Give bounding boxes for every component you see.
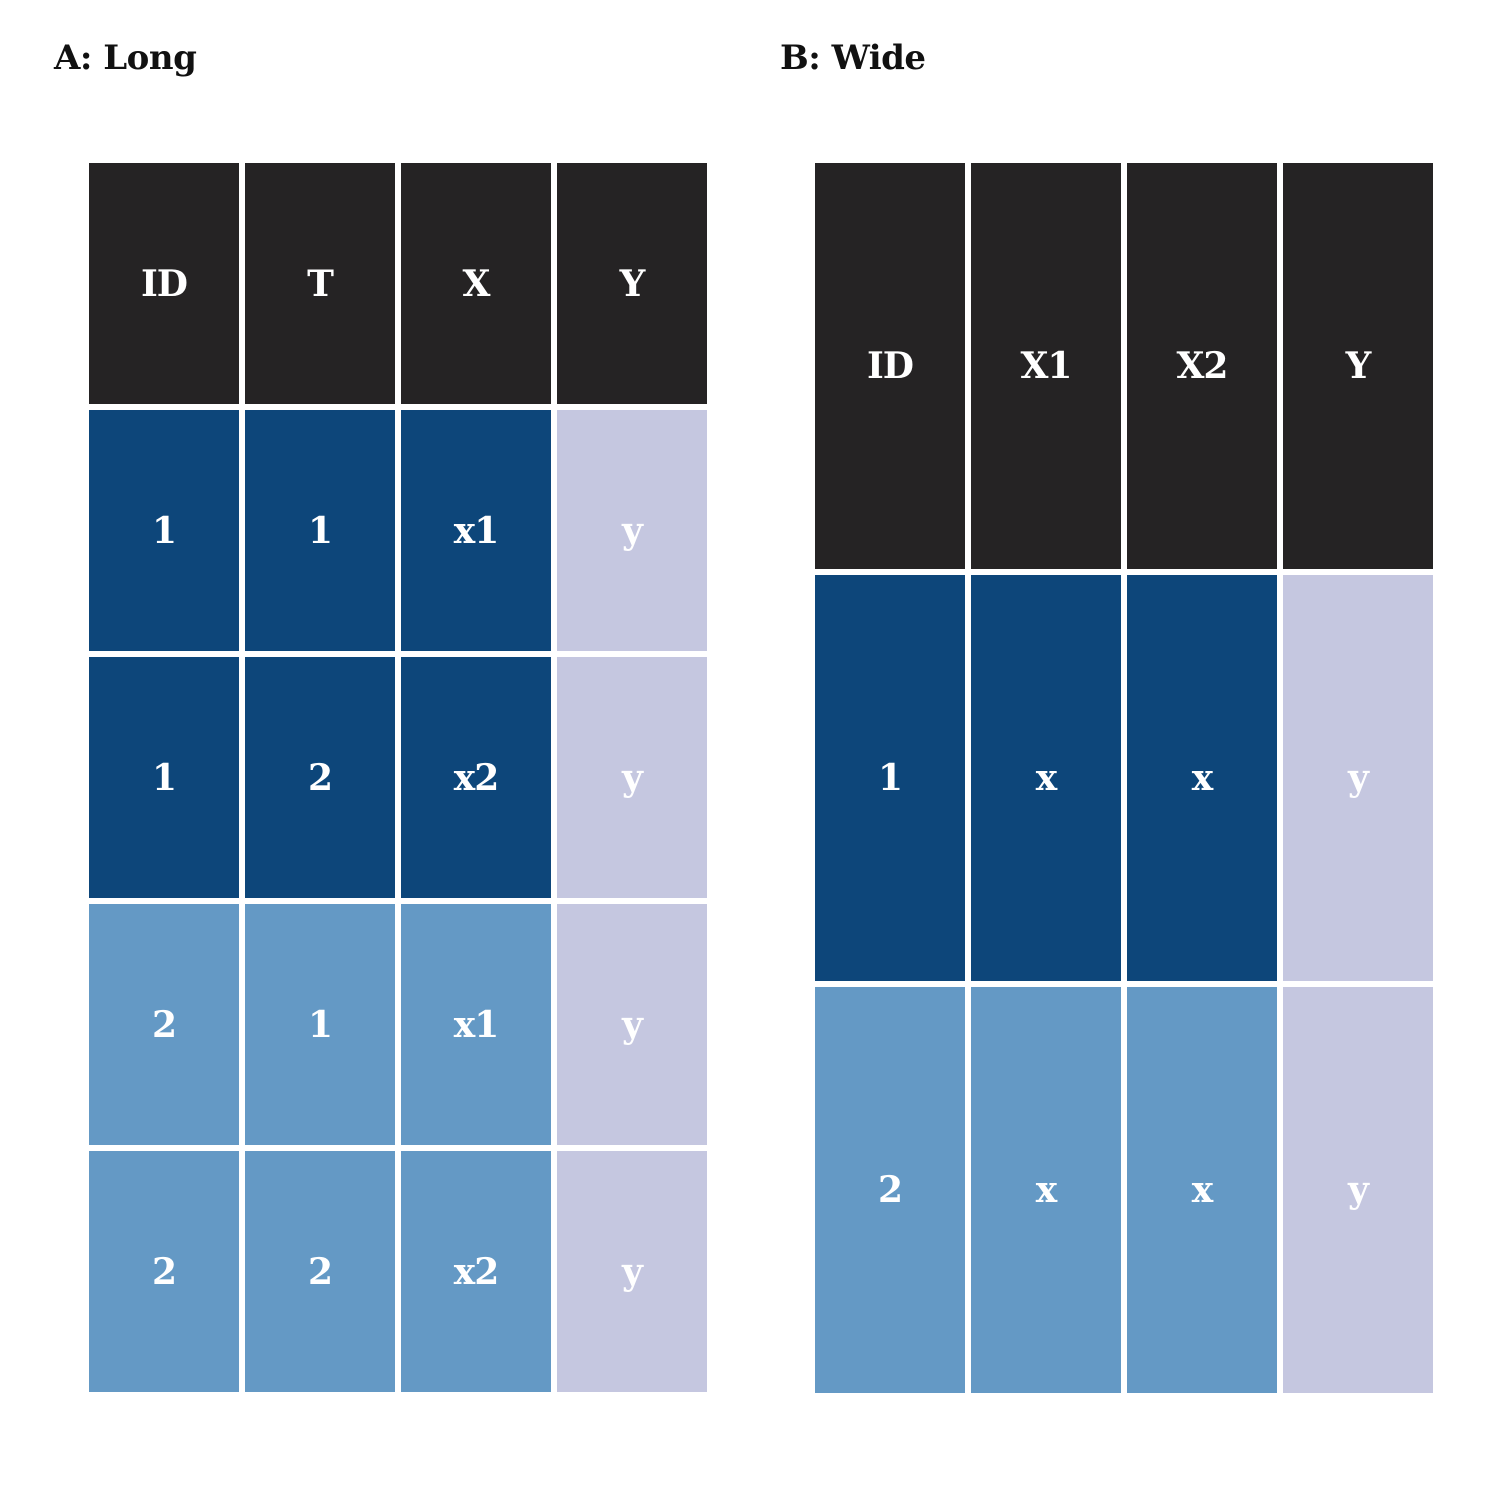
long-cell-x: x1: [401, 410, 551, 651]
long-format-table: ID T X Y 1 1 x1 y 1 2 x2 y 2 1 x1 y 2 2 …: [89, 163, 707, 1392]
long-cell-x: x2: [401, 1151, 551, 1392]
long-cell-t: 1: [245, 410, 395, 651]
long-cell-id: 2: [89, 1151, 239, 1392]
long-header-y: Y: [557, 163, 707, 404]
wide-header-id: ID: [815, 163, 965, 569]
long-cell-y: y: [557, 657, 707, 898]
long-header-id: ID: [89, 163, 239, 404]
long-cell-id: 1: [89, 410, 239, 651]
long-cell-x: x1: [401, 904, 551, 1145]
wide-format-table: ID X1 X2 Y 1 x x y 2 x x y: [815, 163, 1433, 1393]
long-cell-t: 1: [245, 904, 395, 1145]
wide-cell-id: 2: [815, 987, 965, 1393]
wide-cell-x2: x: [1127, 575, 1277, 981]
wide-cell-x1: x: [971, 575, 1121, 981]
long-cell-t: 2: [245, 657, 395, 898]
wide-cell-x2: x: [1127, 987, 1277, 1393]
wide-cell-x1: x: [971, 987, 1121, 1393]
wide-header-y: Y: [1283, 163, 1433, 569]
long-cell-id: 1: [89, 657, 239, 898]
wide-cell-id: 1: [815, 575, 965, 981]
long-cell-x: x2: [401, 657, 551, 898]
long-cell-id: 2: [89, 904, 239, 1145]
panel-b-title: B: Wide: [780, 38, 926, 78]
long-cell-y: y: [557, 904, 707, 1145]
long-cell-t: 2: [245, 1151, 395, 1392]
long-header-x: X: [401, 163, 551, 404]
wide-header-x2: X2: [1127, 163, 1277, 569]
long-header-t: T: [245, 163, 395, 404]
long-cell-y: y: [557, 410, 707, 651]
wide-header-x1: X1: [971, 163, 1121, 569]
wide-cell-y: y: [1283, 575, 1433, 981]
panel-a-title: A: Long: [54, 38, 197, 78]
wide-cell-y: y: [1283, 987, 1433, 1393]
long-cell-y: y: [557, 1151, 707, 1392]
